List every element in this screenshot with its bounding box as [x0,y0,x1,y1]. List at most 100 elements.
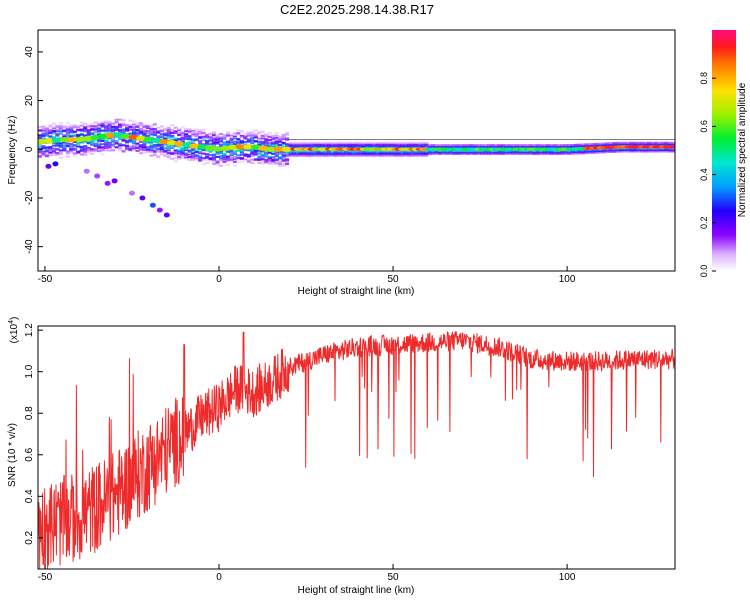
heatmap-cell [584,152,589,155]
heatmap-cell [111,148,116,151]
heatmap-cell [93,128,98,131]
heatmap-cell [225,140,230,143]
heatmap-cell [48,124,53,127]
heatmap-cell [184,149,189,152]
heatmap-cell [271,141,276,144]
heatmap-cell [375,154,380,157]
heatmap-cell [253,134,258,137]
heatmap-cell [361,146,366,149]
heatmap-cell [365,150,370,153]
heatmap-cell [135,145,140,148]
heatmap-cell [205,156,210,159]
heatmap-cell [166,136,171,139]
heatmap-cell [535,144,540,147]
heatmap-cell [51,125,56,128]
heatmap-cell [121,130,126,133]
heatmap-cell [152,132,157,135]
heatmap-cell [626,143,631,146]
heatmap-cell [452,145,457,148]
heatmap-cell [187,156,192,159]
heatmap-cell [62,127,67,130]
heatmap-cell [184,156,189,159]
heatmap-cell [215,139,220,142]
heatmap-cell [285,163,290,166]
heatmap-cell [455,152,460,155]
heatmap-cell [420,154,425,157]
heatmap-cell [267,135,272,138]
heatmap-cell [212,133,217,136]
heatmap-cell [271,163,276,166]
heatmap-cell [431,151,436,154]
heatmap-cell [159,149,164,152]
heatmap-cell [62,141,67,144]
heatmap-cell [403,153,408,156]
heatmap-cell [542,144,547,147]
heatmap-cell [111,127,116,130]
heatmap-cell [413,153,418,156]
heatmap-cell [205,149,210,152]
heatmap-cell [306,154,311,157]
heatmap-cell [514,144,519,147]
ridge-peak [51,137,62,143]
heatmap-cell [490,152,495,155]
heatmap-cell [292,144,297,147]
heatmap-cell [170,131,175,134]
heatmap-cell [424,141,429,144]
heatmap-cell [191,152,196,155]
heatmap-cell [567,145,572,148]
heatmap-cell [142,133,147,136]
heatmap-cell [222,158,227,161]
heatmap-cell [267,151,272,154]
heatmap-cell [347,151,352,154]
noise-blob [139,195,146,201]
heatmap-cell [643,143,648,146]
heatmap-cell [135,129,140,132]
heatmap-cell [250,150,255,153]
heatmap-cell [194,131,199,134]
heatmap-cell [549,151,554,154]
heatmap-cell [111,143,116,146]
colorbar-label: Normalized spectral amplitude [737,82,748,217]
heatmap-cell [131,139,136,142]
heatmap-cell [354,150,359,153]
heatmap-cell [152,145,157,148]
heatmap-cell [65,144,70,147]
heatmap-cell [591,150,596,153]
heatmap-cell [487,144,492,147]
heatmap-cell [159,134,164,137]
heatmap-cell [640,150,645,153]
heatmap-cell [246,133,251,136]
heatmap-cell [448,151,453,154]
heatmap-cell [487,150,492,153]
heatmap-cell [326,154,331,157]
heatmap-cell [664,143,669,146]
heatmap-cell [650,141,655,144]
heatmap-cell [208,139,213,142]
heatmap-cell [302,151,307,154]
heatmap-cell [152,153,157,156]
heatmap-cell [239,131,244,134]
heatmap-cell [201,135,206,138]
heatmap-cell [166,154,171,157]
heatmap-cell [163,146,168,149]
heatmap-cell [257,140,262,143]
heatmap-cell [539,144,544,147]
heatmap-cell [100,149,105,152]
heatmap-cell [375,144,380,147]
heatmap-cell [504,145,509,148]
heatmap-cell [396,143,401,146]
heatmap-cell [420,151,425,154]
heatmap-cell [389,143,394,146]
heatmap-cell [191,133,196,136]
heatmap-cell [330,146,335,149]
heatmap-cell [372,141,377,144]
heatmap-cell [152,130,157,133]
heatmap-cell [128,147,133,150]
heatmap-cell [375,150,380,153]
heatmap-cell [177,156,182,159]
heatmap-cell [514,151,519,154]
x-tick-label: -50 [38,572,53,583]
y-tick-label: 1.2 [24,323,35,337]
heatmap-cell [86,126,91,129]
heatmap-cell [156,150,161,153]
